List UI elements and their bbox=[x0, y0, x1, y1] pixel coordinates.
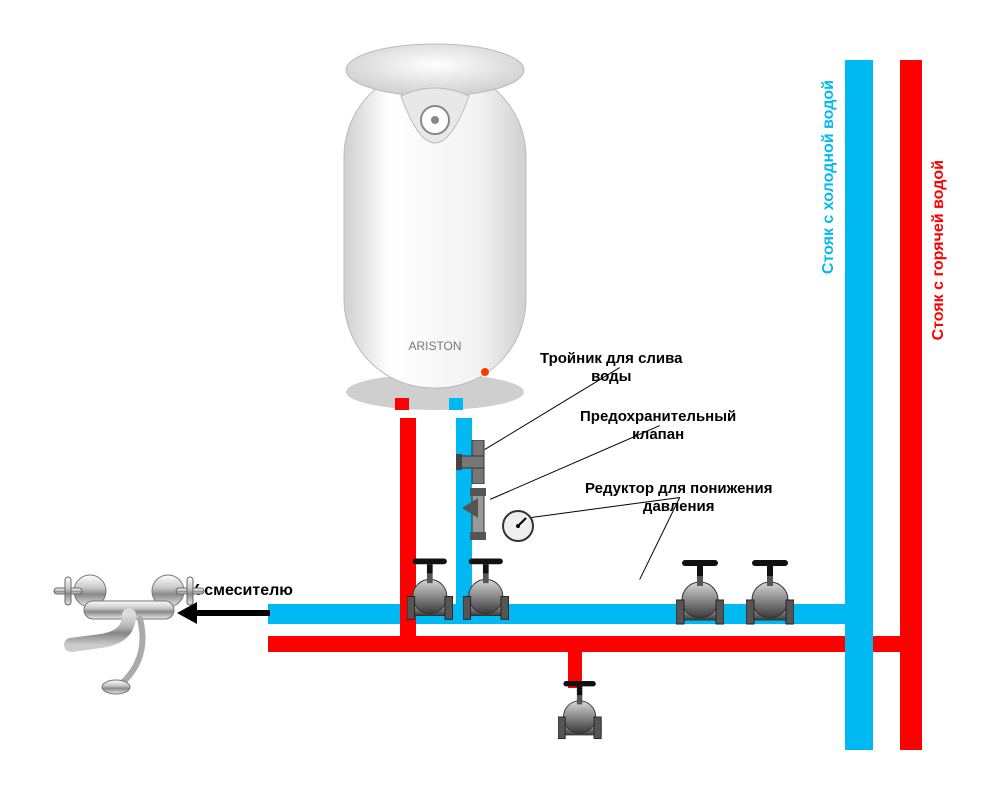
hot-drain-valve bbox=[558, 680, 601, 743]
pressure-gauge-icon bbox=[500, 508, 536, 544]
safety-valve-fitting bbox=[460, 488, 496, 540]
cold-riser-pipe bbox=[845, 60, 873, 750]
cold-isolation-valve bbox=[463, 558, 509, 624]
mixer-faucet bbox=[40, 555, 230, 700]
tee-label: Тройник для сливаводы bbox=[540, 350, 683, 386]
cold-riser-label: Стояк с холодной водой bbox=[820, 80, 838, 274]
hot-branch-pipe bbox=[268, 636, 904, 652]
hot-riser-pipe bbox=[900, 60, 922, 750]
hot-isolation-valve bbox=[407, 558, 453, 624]
hot-riser-label: Стояк с горячей водой bbox=[930, 160, 948, 340]
cold-main-valve bbox=[676, 560, 724, 628]
hot-main-valve bbox=[746, 560, 794, 628]
svg-text:ARISTON: ARISTON bbox=[408, 339, 461, 353]
water-heater: ARISTON bbox=[340, 40, 530, 415]
drain-tee-fitting bbox=[456, 440, 500, 484]
